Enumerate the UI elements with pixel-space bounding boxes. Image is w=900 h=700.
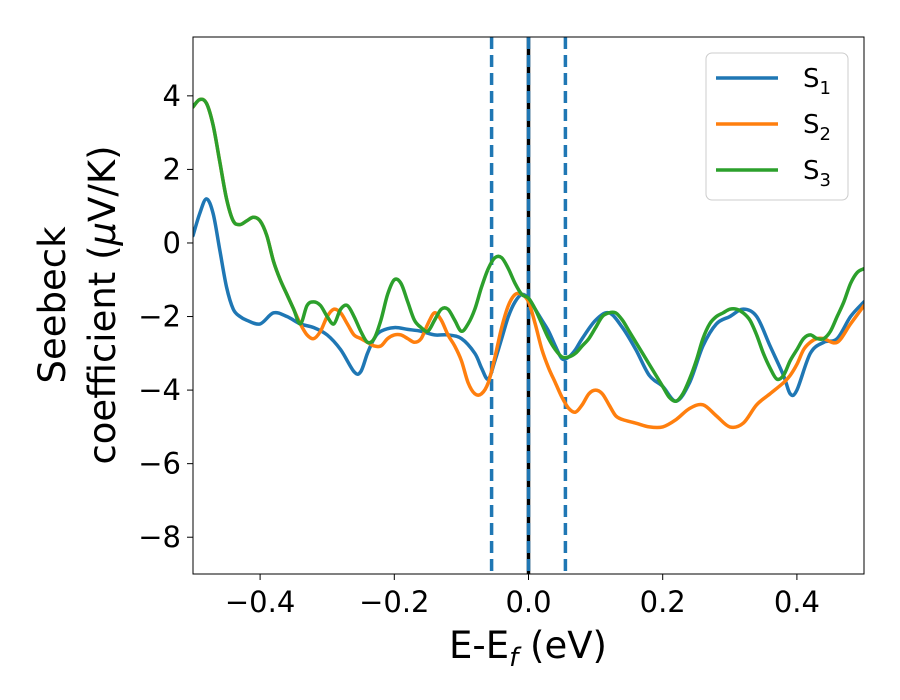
x-tick-label: −0.4 [225, 585, 295, 619]
legend-label-s3: S3 [803, 156, 831, 191]
y-tick-label: 2 [163, 152, 181, 186]
y-axis-label: Seebeck coefficient (μV/K) [31, 145, 124, 464]
legend-box [705, 52, 849, 201]
y-tick-label: −2 [138, 300, 181, 334]
y-tick-label: 4 [163, 79, 181, 113]
x-tick-label: −0.2 [359, 585, 429, 619]
legend-label-s1: S1 [803, 64, 831, 99]
y-axis-label-line2: coefficient (μV/K) [81, 145, 124, 464]
legend-label-s2: S2 [803, 110, 831, 145]
series-group [193, 97, 864, 430]
x-tick-label: 0.2 [640, 585, 686, 619]
y-tick-label: −8 [138, 520, 181, 554]
x-tick-label: 0.4 [774, 585, 820, 619]
y-tick-label: −6 [138, 447, 181, 481]
series-line-s1 [193, 197, 864, 403]
y-axis-label-line1: Seebeck [31, 226, 74, 384]
legend: S1 S2 S3 [705, 52, 849, 201]
y-tick-label: −4 [138, 373, 181, 407]
y-tick-label: 0 [163, 226, 181, 260]
x-axis: −0.4 −0.2 0.0 0.2 0.4 [225, 574, 820, 619]
x-tick-label: 0.0 [505, 585, 551, 619]
x-axis-label: E-Ef (eV) [449, 624, 607, 673]
series-line-s3 [193, 97, 864, 403]
y-axis: −8 −6 −4 −2 0 2 4 [138, 79, 193, 554]
